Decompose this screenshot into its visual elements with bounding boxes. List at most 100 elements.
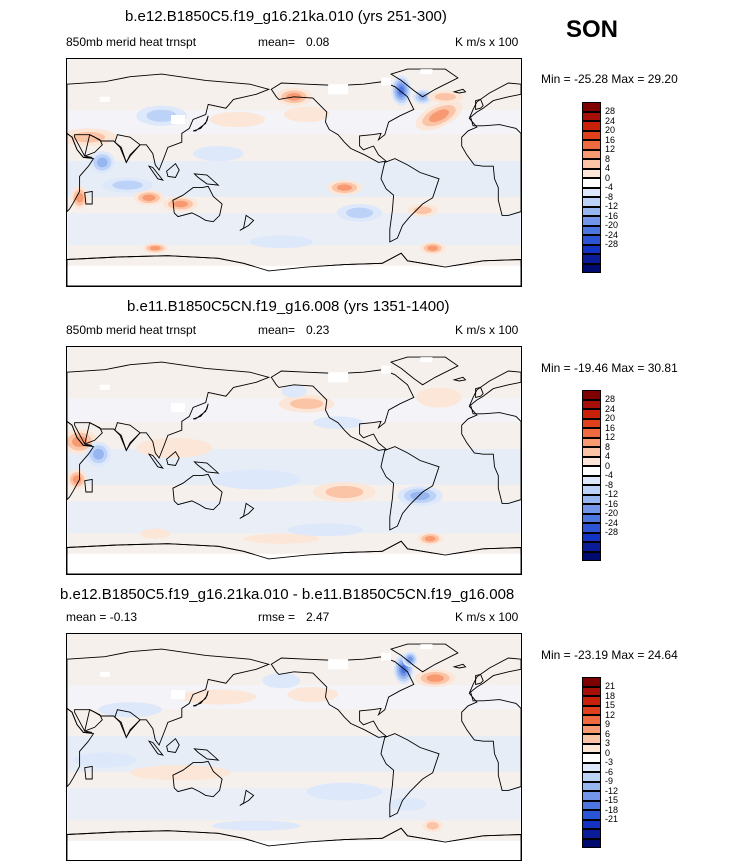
colorbar-box (582, 399, 601, 409)
panel-3-rmse-label: rmse = (258, 610, 296, 624)
panel-2-map (66, 346, 522, 575)
colorbar-box (582, 390, 601, 400)
colorbar-tick-label: -16 (605, 210, 619, 221)
colorbar-box (582, 216, 601, 226)
colorbar-box (582, 800, 601, 810)
coastline (390, 643, 459, 673)
coastline (166, 163, 180, 178)
coastline (452, 88, 467, 94)
coastline (74, 134, 103, 157)
season-label: SON (566, 16, 619, 43)
coastline (84, 765, 93, 780)
colorbar-tick-label: 28 (605, 106, 616, 116)
colorbar-box (582, 111, 601, 121)
colorbar-tick-label: 28 (605, 394, 616, 404)
colorbar-box (582, 686, 601, 696)
panel-1-min-max: Min = -25.28 Max = 29.20 (541, 72, 678, 86)
coastline (193, 748, 220, 761)
colorbar-tick-label: -15 (605, 795, 619, 805)
colorbar-box (582, 542, 601, 552)
coastline (114, 134, 141, 164)
colorbar-tick-label: -21 (605, 814, 619, 824)
coastline (147, 453, 164, 469)
colorbar-tick-label: 20 (605, 125, 616, 135)
colorbar-tick-label: -4 (605, 470, 614, 480)
coastline (147, 165, 164, 181)
colorbar-box (582, 456, 601, 466)
coastline (390, 356, 459, 386)
coastline (461, 370, 521, 504)
coastline (192, 115, 209, 132)
coastline (84, 190, 93, 205)
colorbar-box (582, 187, 601, 197)
colorbar-tick-label: 16 (605, 422, 616, 433)
coastline (380, 158, 440, 243)
colorbar-box (582, 159, 601, 169)
coastline (172, 760, 223, 798)
coastline (166, 451, 180, 466)
colorbar-box (582, 235, 601, 245)
colorbar-box (582, 149, 601, 159)
colorbar-tick-label: -24 (605, 229, 619, 240)
colorbar-tick-label: -24 (605, 517, 619, 528)
panel-3-title: b.e12.B1850C5.f19_g16.21ka.010 - b.e11.B… (60, 586, 515, 603)
coastline (114, 709, 141, 739)
colorbar-box (582, 130, 601, 140)
colorbar-tick-label: 21 (605, 681, 616, 691)
colorbar-box (582, 494, 601, 504)
panel-1-title: b.e12.B1850C5.f19_g16.21ka.010 (yrs 251-… (125, 8, 447, 25)
coastline (114, 422, 141, 452)
coastline (452, 376, 467, 382)
coastline (380, 446, 440, 531)
colorbar-box (582, 102, 601, 112)
coastline (475, 673, 484, 685)
coastline (166, 738, 180, 753)
colorbar-tick-label: -20 (605, 508, 619, 518)
coastline (172, 185, 223, 223)
colorbar-box (582, 705, 601, 715)
colorbar-box (582, 791, 601, 801)
colorbar-tick-label: 12 (605, 432, 616, 442)
panel-2-title: b.e11.B1850C5CN.f19_g16.008 (yrs 1351-14… (127, 298, 450, 315)
coastline (74, 709, 103, 732)
map-canvas (67, 347, 521, 574)
colorbar-box (582, 743, 601, 753)
colorbar-box (582, 551, 601, 561)
coastline (193, 173, 220, 186)
colorbar-box (582, 437, 601, 447)
colorbar-tick-label: 0 (605, 747, 611, 758)
colorbar-tick-label: 15 (605, 700, 616, 710)
colorbar-box (582, 532, 601, 542)
colorbar-box (582, 244, 601, 254)
colorbar-tick-label: 8 (605, 441, 611, 452)
coastline (74, 422, 103, 445)
colorbar-box (582, 475, 601, 485)
colorbar-tick-label: -12 (605, 785, 619, 796)
coastline (67, 132, 95, 213)
panel-2-mean-label: mean= (258, 323, 296, 337)
panel-1-mean-value: 0.08 (306, 35, 330, 49)
panel-2-min-max: Min = -19.46 Max = 30.81 (541, 361, 678, 375)
colorbar-tick-label: 9 (605, 719, 611, 729)
coastline (147, 740, 164, 756)
panel-2-units: K m/s x 100 (455, 323, 519, 337)
colorbar-tick-label: -12 (605, 489, 619, 499)
colorbar-tick-label: -18 (605, 804, 619, 815)
colorbar-tick-label: -20 (605, 220, 619, 230)
coastline (192, 690, 209, 707)
panel-1-map (66, 58, 522, 287)
coastline (461, 657, 521, 791)
colorbar-tick-label: -9 (605, 776, 614, 786)
colorbar-tick-label: -8 (605, 479, 614, 490)
colorbar-box (582, 121, 601, 131)
colorbar-box (582, 819, 601, 829)
colorbar-tick-label: -4 (605, 182, 614, 192)
map-canvas (67, 634, 521, 860)
panel-1-units: K m/s x 100 (455, 35, 519, 49)
colorbar-tick-label: 20 (605, 413, 616, 423)
coastline (192, 403, 209, 420)
coastline (452, 663, 467, 669)
colorbar-box (582, 197, 601, 207)
panel-2-mean-value: 0.23 (306, 323, 330, 337)
colorbar-box (582, 418, 601, 428)
